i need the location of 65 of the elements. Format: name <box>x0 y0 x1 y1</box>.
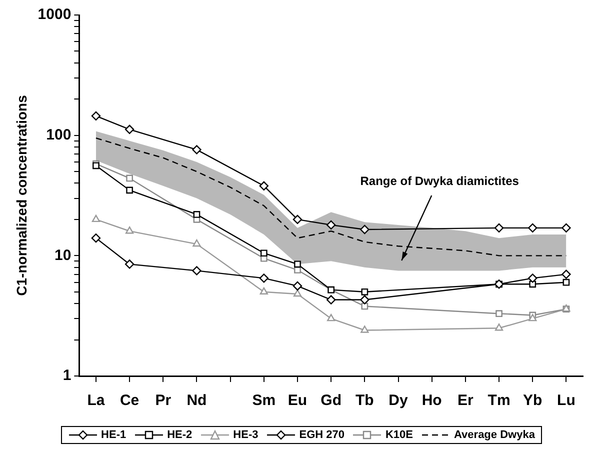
x-tick-label: Yb <box>523 392 542 410</box>
x-tick-label: Lu <box>557 392 576 410</box>
point <box>494 223 504 233</box>
point <box>361 288 368 296</box>
x-tick-label: Nd <box>186 392 207 410</box>
point <box>326 295 336 304</box>
point <box>125 226 134 234</box>
y-tick-label: 1000 <box>38 6 72 24</box>
point <box>528 223 538 233</box>
point <box>528 274 538 283</box>
y-axis-title: C1-normalized concentrations <box>13 94 30 296</box>
point <box>562 270 571 279</box>
point <box>292 281 302 291</box>
point <box>562 223 571 233</box>
point <box>496 310 502 318</box>
point <box>260 287 268 294</box>
x-tick-label: La <box>87 392 106 410</box>
point <box>92 214 100 222</box>
y-tick-label: 1 <box>62 367 72 384</box>
x-tick-label: Pr <box>155 392 172 410</box>
point <box>124 260 134 269</box>
point <box>91 111 101 121</box>
point <box>494 324 504 331</box>
point <box>292 214 302 224</box>
point <box>360 295 370 304</box>
legend-label: K10E <box>385 429 414 441</box>
x-tick-label: Gd <box>320 392 342 410</box>
point <box>562 278 570 286</box>
legend-label: EGH 270 <box>299 429 344 441</box>
y-tick-label: 100 <box>46 126 72 144</box>
point <box>192 145 202 154</box>
x-tick-label: Eu <box>288 392 308 410</box>
legend-label: HE-2 <box>167 429 192 441</box>
point <box>259 274 269 283</box>
y-tick-label: 10 <box>54 246 72 264</box>
point <box>193 211 200 218</box>
x-tick-label: Tb <box>356 392 374 410</box>
point <box>360 326 369 333</box>
point <box>126 186 133 194</box>
x-tick-label: Er <box>458 392 474 410</box>
point <box>294 266 301 274</box>
point <box>259 181 269 190</box>
point <box>529 280 536 288</box>
x-tick-label: Ho <box>422 392 442 410</box>
point <box>260 250 268 257</box>
x-tick-label: Tm <box>488 392 510 410</box>
x-tick-label: Dy <box>388 392 408 410</box>
point <box>124 124 134 134</box>
point <box>360 224 370 234</box>
legend-label: Average Dwyka <box>454 429 535 441</box>
point <box>327 314 336 322</box>
point <box>91 233 101 243</box>
x-tick-label: Ce <box>120 392 140 410</box>
point <box>126 174 133 182</box>
legend-label: HE-3 <box>233 429 258 441</box>
point <box>192 266 202 276</box>
point <box>361 302 368 310</box>
annotation: Range of Dwyka diamictites <box>360 174 520 188</box>
point <box>326 220 336 230</box>
legend-label: HE-1 <box>101 429 126 441</box>
point <box>192 239 201 247</box>
point <box>294 260 301 268</box>
x-tick-label: Sm <box>252 392 276 410</box>
point <box>293 289 302 297</box>
point <box>528 314 537 322</box>
